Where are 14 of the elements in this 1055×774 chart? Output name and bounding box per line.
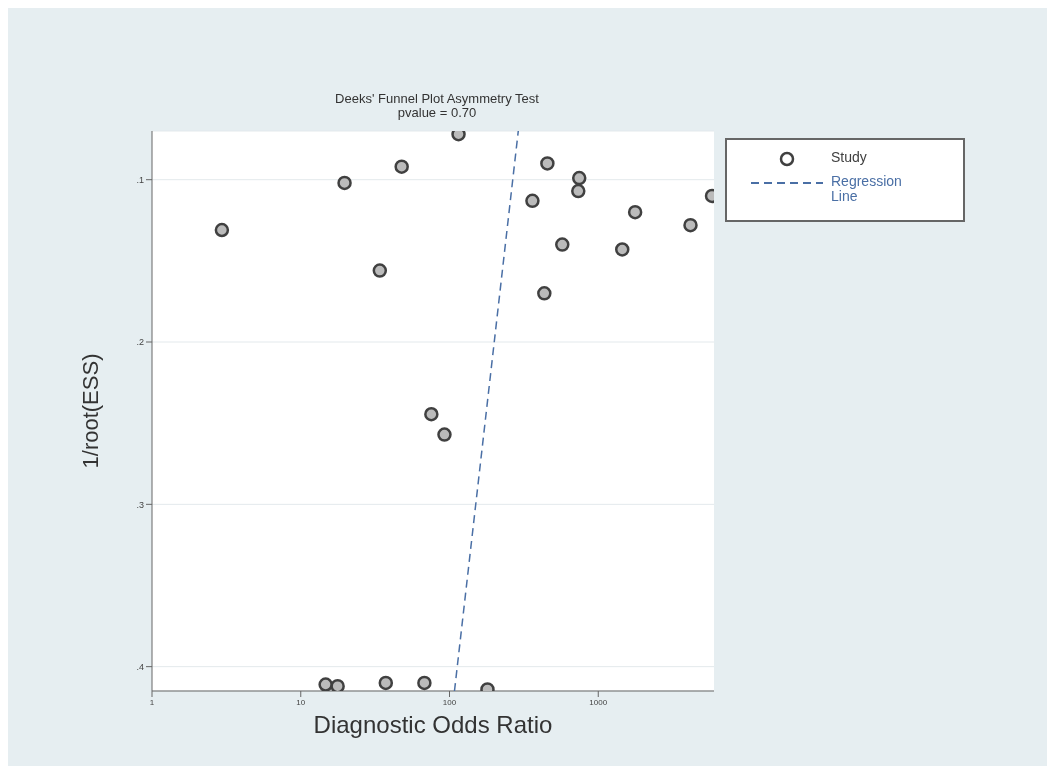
- x-tick-label: 10: [296, 697, 306, 707]
- x-axis-title: Diagnostic Odds Ratio: [313, 711, 553, 738]
- y-tick-label: .3: [136, 499, 144, 510]
- text: Regression Line: [831, 173, 903, 204]
- chart-title: Deeks' Funnel Plot Asymmetry Test: [334, 91, 540, 106]
- text: Study: [831, 149, 868, 165]
- y-tick-label: .2: [136, 337, 144, 348]
- chart-subtitle: pvalue = 0.70: [396, 105, 477, 120]
- x-tick-label: 1: [149, 697, 155, 707]
- y-axis-title: 1/root(ESS): [77, 353, 103, 469]
- y-tick-label: .1: [136, 174, 144, 185]
- y-tick-label: .4: [136, 661, 144, 672]
- x-tick-label: 1000: [589, 697, 608, 707]
- x-tick-label: 100: [442, 697, 457, 707]
